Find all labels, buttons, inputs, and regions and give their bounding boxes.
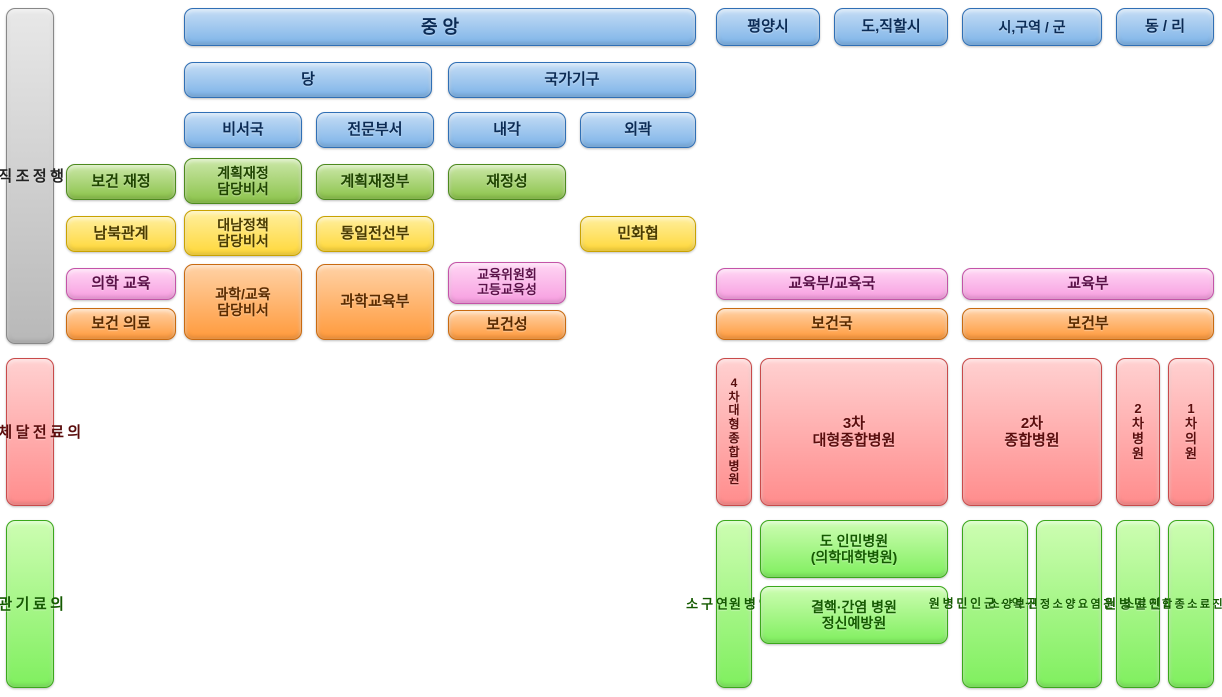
hdr-dongri: 동 / 리 (1116, 8, 1214, 46)
box-tier1-label: 1 차 의 원 (1185, 402, 1197, 462)
box-health-med: 보건 의료 (66, 308, 176, 340)
box-med-edu: 의학 교육 (66, 268, 176, 300)
box-sanatorium-b-label: 정 신 보 양 소 (987, 597, 1050, 611)
box-tier3: 3차 대형종합병원 (760, 358, 948, 506)
box-edu-bureau: 교육부/교육국 (716, 268, 948, 300)
box-central-hosp: 연 구 소 중 앙 병 원 (716, 520, 752, 688)
box-south-sec: 대남정책 담당비서 (184, 210, 302, 256)
box-nscrel: 남북관계 (66, 216, 176, 252)
box-tier2b: 2 차 병 원 (1116, 358, 1160, 506)
hdr-city: 시,구역 / 군 (962, 8, 1102, 46)
box-health-dept: 보건부 (962, 308, 1214, 340)
box-prov-hosp: 도 인민병원 (의학대학병원) (760, 520, 948, 578)
box-sci-edu-sec: 과학/교육 담당비서 (184, 264, 302, 340)
box-tier1: 1 차 의 원 (1168, 358, 1214, 506)
box-tier4-label: 4 차 대 형 종 합 병 원 (728, 377, 739, 487)
box-tier4: 4 차 대 형 종 합 병 원 (716, 358, 752, 506)
box-tier2: 2차 종합병원 (962, 358, 1102, 506)
box-tier2b-label: 2 차 병 원 (1132, 402, 1144, 462)
box-sci-edu-dept: 과학교육부 (316, 264, 434, 340)
side-med-inst-label: 의 료 기 관 (0, 596, 65, 613)
box-special-dept: 전문부서 (316, 112, 434, 148)
hdr-party: 당 (184, 62, 432, 98)
box-health-bureau: 보건국 (716, 308, 948, 340)
hdr-pyongyang: 평양시 (716, 8, 820, 46)
side-med-inst: 의 료 기 관 (6, 520, 54, 688)
box-sanatorium: 정 신 보 양 소 결 핵 · 간 염 요 양 소 (1036, 520, 1102, 688)
box-research-label: 연 구 소 (683, 597, 728, 612)
hdr-province: 도,직할시 (834, 8, 948, 46)
box-unif-front: 통일전선부 (316, 216, 434, 252)
hdr-central: 중 앙 (184, 8, 696, 46)
box-ri-clinic: 종 합 진 료 소 리 · 동 진 료 소 (1168, 520, 1214, 688)
box-edu-dept: 교육부 (962, 268, 1214, 300)
box-plan-dept: 계획재정부 (316, 164, 434, 200)
box-city-hosp-b-label: 인 민 병 원 (926, 596, 981, 612)
side-delivery: 의 료 전 달 체 계 (6, 358, 54, 506)
box-minhwahyop: 민화협 (580, 216, 696, 252)
box-plan-sec: 계획재정 담당비서 (184, 158, 302, 204)
side-admin-org: 행 정 조 직 (6, 8, 54, 344)
box-secretariat: 비서국 (184, 112, 302, 148)
side-admin-org-label: 행 정 조 직 (0, 168, 65, 185)
box-outer: 외곽 (580, 112, 696, 148)
box-cabinet: 내각 (448, 112, 566, 148)
box-edu-comm: 교육위원회 고등교육성 (448, 262, 566, 304)
box-ri-clinic-b-label: 종 합 진 료 소 (1121, 597, 1184, 611)
box-tb-hosp: 결핵·간염 병원 정신예방원 (760, 586, 948, 644)
side-delivery-label: 의 료 전 달 체 계 (0, 424, 82, 441)
hdr-state: 국가기구 (448, 62, 696, 98)
box-health-min: 보건성 (448, 310, 566, 340)
box-ri-clinic-a-label: 리 · 동 진 료 소 (1185, 597, 1222, 611)
box-finance-min: 재정성 (448, 164, 566, 200)
box-health-finance: 보건 재정 (66, 164, 176, 200)
